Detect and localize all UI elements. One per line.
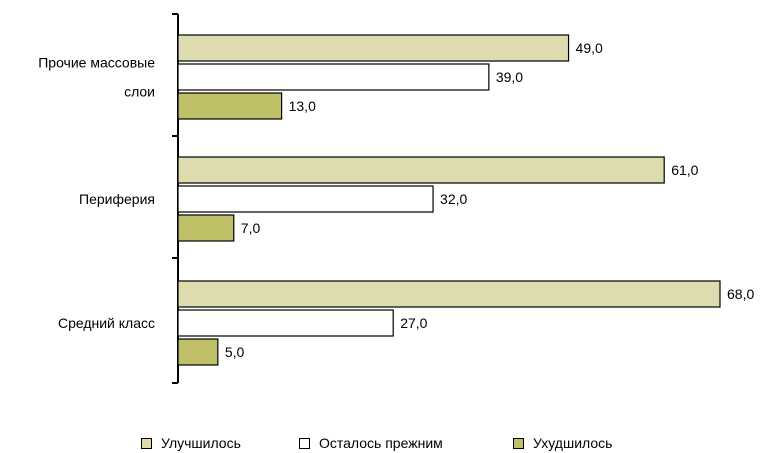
category-label-0-line-1: слои: [124, 84, 155, 100]
data-label-worsened-2: 5,0: [225, 344, 245, 360]
legend-label-worsened: Ухудшилось: [533, 435, 613, 451]
data-label-unchanged-0: 39,0: [496, 69, 523, 85]
data-label-unchanged-1: 32,0: [440, 191, 467, 207]
legend-label-improved: Улучшилось: [161, 435, 241, 451]
bar-worsened-0: [177, 92, 283, 120]
data-label-worsened-0: 13,0: [289, 98, 316, 114]
data-label-improved-2: 68,0: [727, 286, 754, 302]
data-label-improved-0: 49,0: [576, 40, 603, 56]
bar-worsened-1: [177, 214, 235, 242]
legend-item-improved: Улучшилось: [141, 433, 241, 453]
legend-swatch-worsened: [513, 437, 524, 449]
bar-unchanged-1: [177, 185, 434, 213]
bar-worsened-2: [177, 338, 219, 366]
legend-item-worsened: Ухудшилось: [513, 433, 612, 453]
bar-improved-0: [177, 34, 570, 62]
data-label-improved-1: 61,0: [671, 162, 698, 178]
bar-unchanged-0: [177, 63, 490, 91]
category-label-2-line-0: Средний класс: [58, 315, 155, 331]
legend-label-unchanged: Осталось прежним: [319, 435, 443, 451]
bar-unchanged-2: [177, 309, 394, 337]
data-label-worsened-1: 7,0: [241, 220, 261, 236]
legend-swatch-unchanged: [299, 437, 310, 449]
category-label-0-line-0: Прочие массовые: [38, 55, 155, 71]
bar-chart-plot: 49,0 39,0 13,0 Прочие массовые слои 61,0 32,0 7…: [38, 13, 754, 384]
bar-improved-2: [177, 280, 721, 308]
legend: Улучшилось Осталось прежним Ухудшилось: [0, 433, 764, 453]
legend-swatch-improved: [141, 437, 152, 449]
bar-improved-1: [177, 156, 665, 184]
category-label-1-line-0: Периферия: [79, 191, 155, 207]
legend-item-unchanged: Осталось прежним: [299, 433, 443, 453]
data-label-unchanged-2: 27,0: [400, 315, 427, 331]
